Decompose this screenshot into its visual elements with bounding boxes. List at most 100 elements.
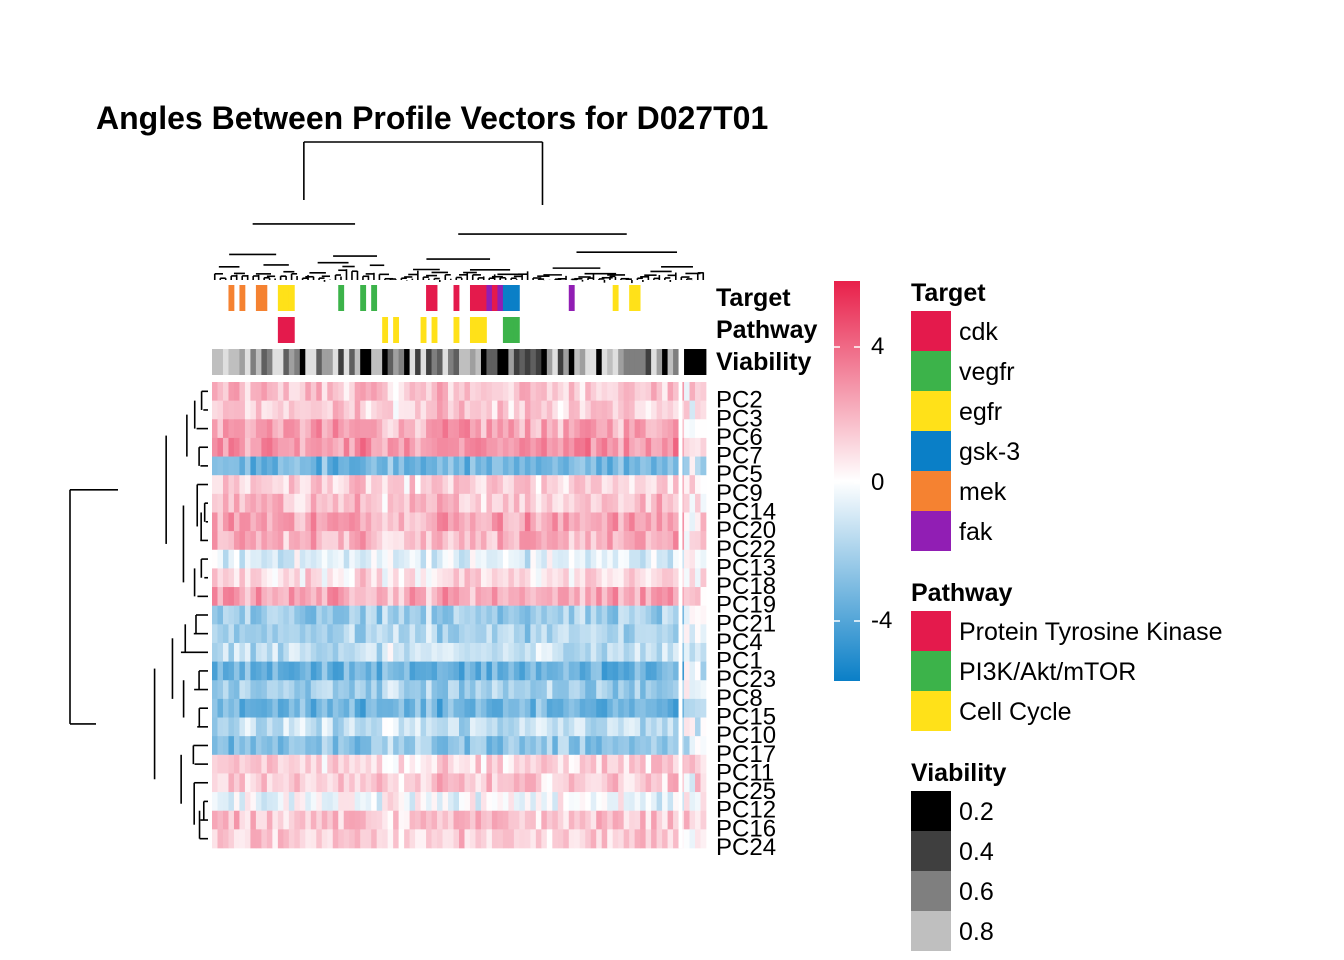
heatmap-cell — [437, 382, 443, 401]
heatmap-cell — [338, 587, 345, 607]
heatmap-cell — [393, 624, 399, 644]
heatmap-cell — [409, 698, 416, 718]
heatmap-cell — [266, 698, 273, 718]
heatmap-cell — [299, 493, 306, 513]
heatmap-cell — [277, 419, 284, 439]
heatmap-cell — [684, 400, 690, 420]
heatmap-cell — [502, 400, 509, 420]
heatmap-cell — [623, 792, 630, 812]
heatmap-cell — [415, 773, 421, 793]
heatmap-cell — [426, 382, 432, 401]
heatmap-cell — [437, 437, 443, 457]
heatmap-cell — [634, 661, 641, 681]
heatmap-cell — [651, 437, 657, 457]
heatmap-cell — [607, 549, 614, 569]
heatmap-cell — [272, 456, 279, 476]
legend-label: fak — [959, 518, 993, 546]
heatmap-cell — [305, 773, 312, 793]
heatmap-cell — [387, 829, 394, 849]
legend-label: 0.8 — [959, 918, 994, 946]
target-annotation-cell — [426, 285, 432, 311]
heatmap-cell — [272, 736, 279, 756]
heatmap-cell — [365, 605, 372, 625]
heatmap-cell — [409, 587, 416, 607]
heatmap-cell — [327, 642, 334, 662]
heatmap-cell — [469, 531, 476, 551]
heatmap-cell — [590, 829, 597, 849]
heatmap-cell — [689, 605, 696, 625]
heatmap-cell — [365, 736, 372, 756]
heatmap-cell — [513, 531, 520, 551]
heatmap-cell — [662, 773, 668, 793]
heatmap-cell — [365, 382, 372, 401]
heatmap-cell — [689, 587, 696, 607]
heatmap-cell — [574, 568, 581, 588]
heatmap-cell — [475, 624, 482, 644]
heatmap-cell — [684, 382, 690, 401]
heatmap-cell — [349, 680, 356, 700]
heatmap-cell — [596, 382, 603, 401]
heatmap-cell — [360, 437, 367, 457]
heatmap-cell — [316, 661, 323, 681]
heatmap-cell — [376, 531, 383, 551]
heatmap-cell — [645, 512, 652, 532]
heatmap-cell — [360, 736, 367, 756]
heatmap-cell — [700, 754, 707, 774]
heatmap-cell — [316, 810, 323, 830]
heatmap-cell — [535, 717, 542, 737]
heatmap-cell — [656, 587, 663, 607]
heatmap-cell — [382, 400, 388, 420]
heatmap-cell — [662, 493, 668, 513]
heatmap-cell — [387, 493, 394, 513]
row-label: PC11 — [716, 759, 774, 786]
heatmap-cell — [530, 493, 537, 513]
heatmap-cell — [426, 773, 432, 793]
heatmap-cell — [343, 568, 350, 588]
heatmap-cell — [651, 754, 657, 774]
heatmap-cell — [629, 568, 635, 588]
heatmap-cell — [557, 419, 564, 439]
heatmap-cell — [475, 456, 482, 476]
heatmap-cell — [277, 437, 284, 457]
heatmap-cell — [700, 437, 707, 457]
heatmap-cell — [255, 568, 262, 588]
row-label: PC12 — [716, 797, 776, 824]
heatmap-cell — [640, 661, 646, 681]
heatmap-cell — [453, 698, 460, 718]
heatmap-cell — [497, 531, 504, 551]
heatmap-cell — [371, 605, 378, 625]
viability-annotation-cell — [634, 349, 641, 375]
heatmap-cell — [601, 773, 608, 793]
heatmap-cell — [332, 531, 339, 551]
heatmap-cell — [354, 717, 361, 737]
heatmap-cell — [634, 642, 641, 662]
heatmap-cell — [244, 680, 251, 700]
heatmap-cell — [618, 400, 625, 420]
heatmap-cell — [332, 773, 339, 793]
heatmap-cell — [332, 642, 339, 662]
heatmap-cell — [563, 493, 570, 513]
heatmap-cell — [480, 512, 487, 532]
heatmap-cell — [684, 475, 690, 495]
heatmap-cell — [585, 419, 592, 439]
heatmap-cell — [519, 810, 526, 830]
heatmap-cell — [404, 624, 410, 644]
heatmap-cell — [343, 792, 350, 812]
heatmap-cell — [376, 754, 383, 774]
heatmap-cell — [464, 475, 471, 495]
heatmap-cell — [601, 698, 608, 718]
heatmap-cell — [596, 419, 603, 439]
heatmap-cell — [541, 624, 548, 644]
heatmap-cell — [469, 624, 476, 644]
heatmap-cell — [261, 624, 268, 644]
heatmap-cell — [459, 642, 465, 662]
heatmap-cell — [453, 475, 460, 495]
heatmap-cell — [453, 717, 460, 737]
row-label: PC15 — [716, 704, 776, 731]
heatmap-cell — [294, 642, 301, 662]
heatmap-cell — [502, 493, 509, 513]
heatmap-cell — [656, 382, 663, 401]
heatmap-cell — [426, 549, 432, 569]
viability-annotation-cell — [398, 349, 405, 375]
heatmap-cell — [283, 773, 290, 793]
